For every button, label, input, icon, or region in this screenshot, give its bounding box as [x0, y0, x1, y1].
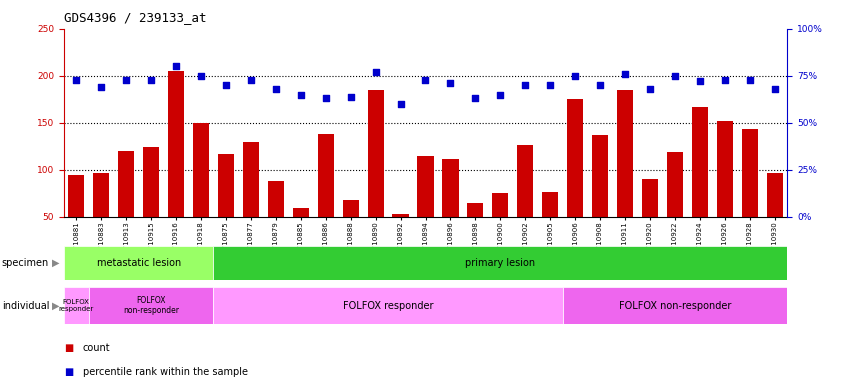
- Bar: [317, 134, 334, 264]
- Text: individual: individual: [2, 301, 49, 311]
- Point: [668, 73, 682, 79]
- Bar: [492, 194, 508, 264]
- Bar: [617, 90, 633, 264]
- Point: [394, 101, 408, 107]
- Text: ■: ■: [64, 367, 73, 377]
- Bar: [193, 123, 209, 264]
- Bar: [64, 287, 89, 324]
- Bar: [168, 71, 184, 264]
- Point: [194, 73, 208, 79]
- Point: [269, 86, 283, 92]
- Bar: [218, 154, 234, 264]
- Text: FOLFOX
responder: FOLFOX responder: [59, 299, 94, 312]
- Point: [94, 84, 108, 90]
- Point: [294, 91, 307, 98]
- Bar: [392, 214, 408, 264]
- Text: percentile rank within the sample: percentile rank within the sample: [83, 367, 248, 377]
- Text: specimen: specimen: [2, 258, 49, 268]
- Text: ▶: ▶: [52, 301, 60, 311]
- Point: [319, 95, 333, 101]
- Bar: [64, 246, 214, 280]
- Text: GDS4396 / 239133_at: GDS4396 / 239133_at: [64, 12, 206, 25]
- Bar: [467, 203, 483, 264]
- Bar: [343, 200, 359, 264]
- Bar: [667, 152, 683, 264]
- Text: FOLFOX non-responder: FOLFOX non-responder: [619, 301, 731, 311]
- Point: [119, 76, 133, 83]
- Text: primary lesion: primary lesion: [465, 258, 535, 268]
- Point: [169, 63, 183, 70]
- Text: count: count: [83, 343, 110, 353]
- Point: [593, 82, 607, 88]
- Bar: [368, 90, 384, 264]
- Bar: [214, 287, 563, 324]
- Point: [145, 76, 158, 83]
- Bar: [542, 192, 558, 264]
- Point: [768, 86, 781, 92]
- Point: [220, 82, 233, 88]
- Bar: [517, 144, 534, 264]
- Bar: [243, 142, 259, 264]
- Point: [518, 82, 532, 88]
- Point: [544, 82, 557, 88]
- Point: [344, 93, 357, 99]
- Bar: [293, 208, 309, 264]
- Text: ■: ■: [64, 343, 73, 353]
- Bar: [717, 121, 733, 264]
- Bar: [443, 159, 459, 264]
- Bar: [563, 287, 787, 324]
- Point: [618, 71, 631, 77]
- Point: [70, 76, 83, 83]
- Point: [568, 73, 582, 79]
- Bar: [93, 173, 109, 264]
- Point: [244, 76, 258, 83]
- Point: [419, 76, 432, 83]
- Bar: [692, 107, 708, 264]
- Text: FOLFOX
non-responder: FOLFOX non-responder: [123, 296, 179, 315]
- Point: [494, 91, 507, 98]
- Bar: [89, 287, 214, 324]
- Bar: [268, 181, 284, 264]
- Bar: [214, 246, 787, 280]
- Point: [718, 76, 732, 83]
- Bar: [118, 151, 134, 264]
- Bar: [417, 156, 434, 264]
- Bar: [143, 147, 159, 264]
- Point: [368, 69, 382, 75]
- Bar: [767, 173, 783, 264]
- Text: FOLFOX responder: FOLFOX responder: [343, 301, 433, 311]
- Point: [469, 95, 483, 101]
- Bar: [642, 179, 658, 264]
- Point: [643, 86, 657, 92]
- Bar: [68, 175, 84, 264]
- Bar: [592, 135, 608, 264]
- Point: [693, 78, 706, 84]
- Point: [443, 80, 457, 86]
- Text: metastatic lesion: metastatic lesion: [96, 258, 180, 268]
- Point: [743, 76, 757, 83]
- Text: ▶: ▶: [52, 258, 60, 268]
- Bar: [567, 99, 583, 264]
- Bar: [742, 129, 758, 264]
